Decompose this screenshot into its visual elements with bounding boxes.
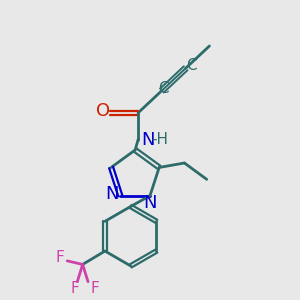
- Text: -H: -H: [151, 132, 168, 147]
- Text: F: F: [90, 281, 99, 296]
- Text: N: N: [143, 194, 157, 212]
- Text: C: C: [186, 58, 196, 74]
- Text: F: F: [70, 281, 79, 296]
- Text: F: F: [56, 250, 64, 265]
- Text: O: O: [96, 102, 110, 120]
- Text: C: C: [158, 81, 169, 96]
- Text: N: N: [105, 185, 119, 203]
- Text: N: N: [141, 130, 154, 148]
